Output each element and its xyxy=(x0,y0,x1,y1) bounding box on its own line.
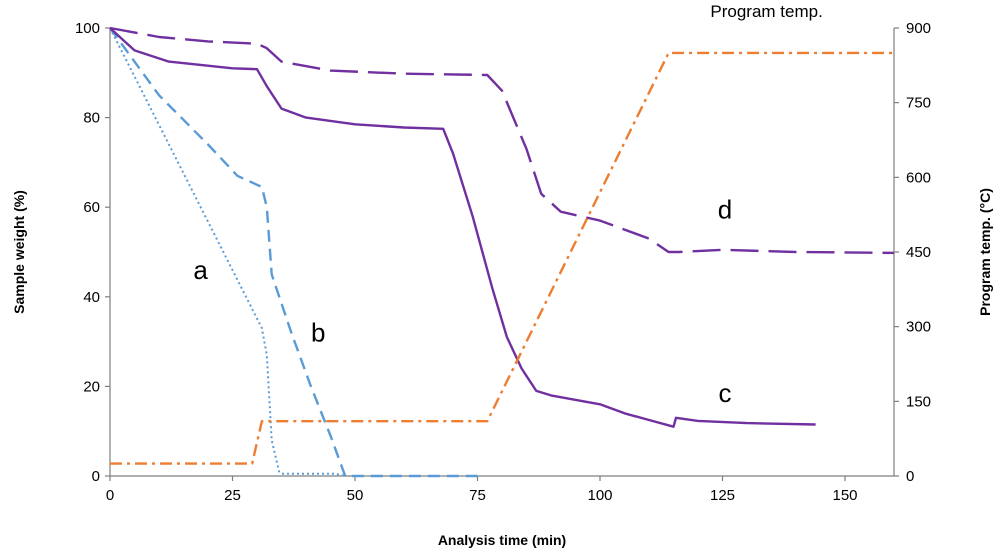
series-lines xyxy=(109,26,895,478)
y-tick-label: 0 xyxy=(92,468,100,485)
y-axis-title: Sample weight (%) xyxy=(11,190,27,314)
x-axis-title: Analysis time (min) xyxy=(438,532,566,548)
series-line-program-temp xyxy=(110,51,894,465)
tick-labels: 0 20 40 60 80 100 0 150 300 450 600 750 900 0 25 50 75 10… xyxy=(75,20,931,504)
y-tick-label: 60 xyxy=(83,199,100,216)
series-line-c xyxy=(109,27,816,428)
series-line-a xyxy=(109,27,346,477)
series-line-d xyxy=(109,26,895,255)
y-tick-label: 100 xyxy=(75,20,100,37)
curve-labels: a b c d Program temp. xyxy=(193,2,822,408)
y2-tick-label: 450 xyxy=(906,244,931,261)
curve-label-a: a xyxy=(193,255,208,285)
x-tick-label: 125 xyxy=(710,487,735,504)
x-tick-label: 75 xyxy=(469,487,486,504)
y2-axis-title: Program temp. (°C) xyxy=(977,188,993,316)
series-line-b xyxy=(109,27,478,478)
y2-tick-label: 150 xyxy=(906,393,931,410)
y2-tick-label: 600 xyxy=(906,169,931,186)
x-tick-label: 50 xyxy=(347,487,364,504)
y2-tick-label: 900 xyxy=(906,20,931,37)
curve-label-c: c xyxy=(718,378,731,408)
curve-label-b: b xyxy=(311,318,325,348)
y-tick-label: 80 xyxy=(83,110,100,127)
x-tick-label: 0 xyxy=(106,487,114,504)
y-tick-label: 40 xyxy=(83,289,100,306)
axes xyxy=(105,27,899,481)
y2-tick-label: 300 xyxy=(906,319,931,336)
y2-tick-label: 0 xyxy=(906,468,914,485)
x-tick-label: 25 xyxy=(224,487,241,504)
curve-label-d: d xyxy=(718,194,732,224)
y-tick-label: 20 xyxy=(83,378,100,395)
program-temp-label: Program temp. xyxy=(710,2,822,21)
x-tick-label: 150 xyxy=(832,487,857,504)
x-tick-label: 100 xyxy=(587,487,612,504)
y2-tick-label: 750 xyxy=(906,95,931,112)
